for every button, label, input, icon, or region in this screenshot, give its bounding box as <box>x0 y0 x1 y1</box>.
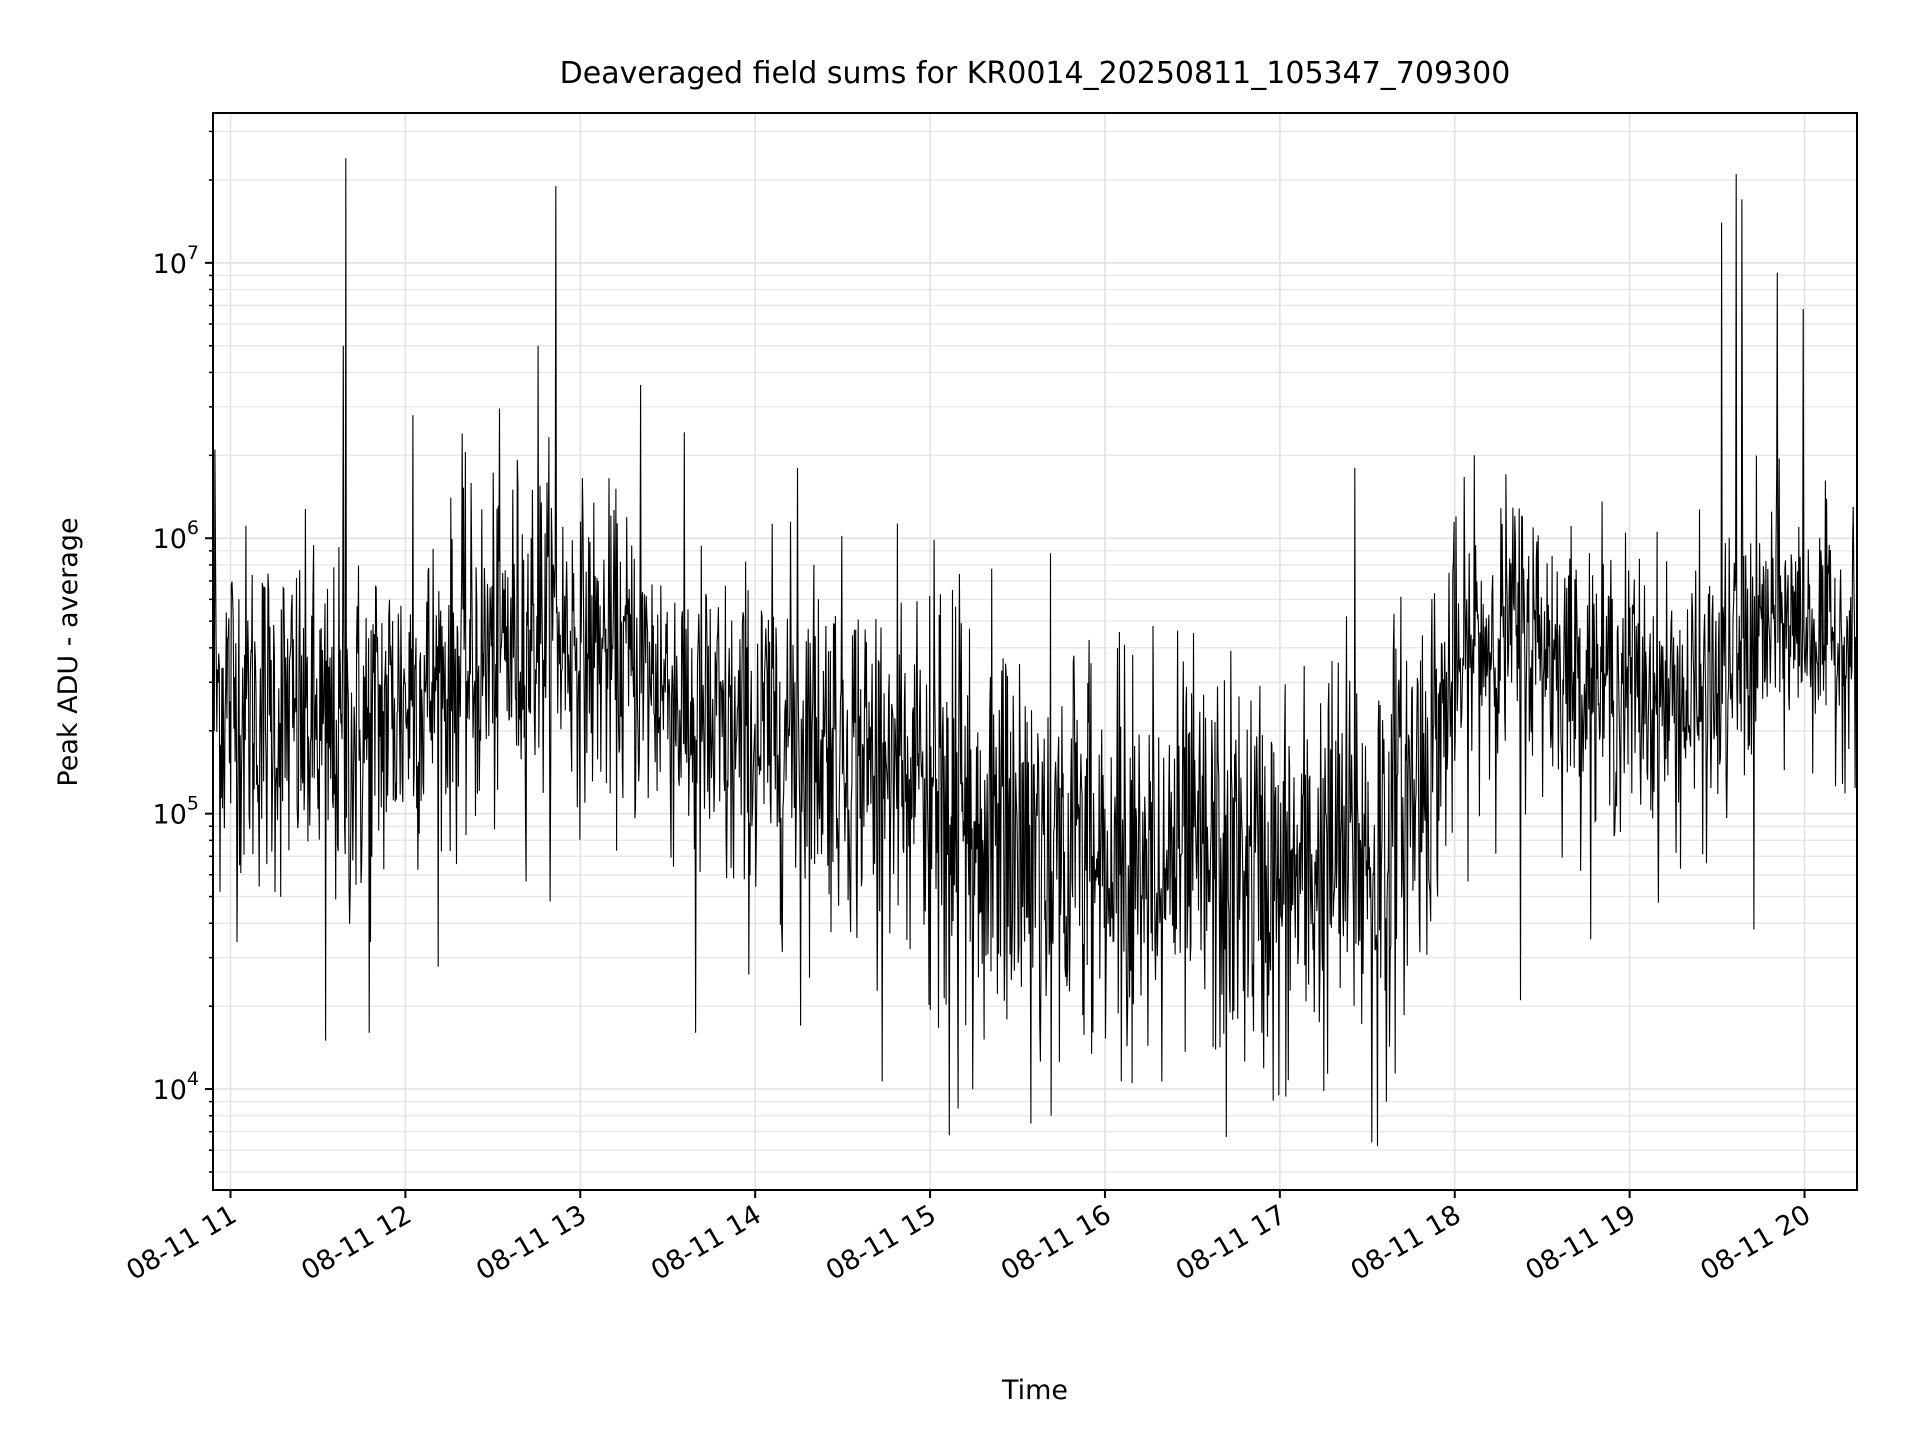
y-tick-label: 107 <box>153 242 199 280</box>
x-tick-label: 08-11 17 <box>1171 1199 1292 1287</box>
x-tick-label: 08-11 20 <box>1695 1199 1816 1287</box>
x-tick-label: 08-11 13 <box>471 1199 592 1287</box>
y-tick-label: 105 <box>153 793 199 831</box>
x-tick-label: 08-11 14 <box>646 1199 767 1287</box>
plot-frame <box>212 112 1858 1191</box>
x-tick-label: 08-11 19 <box>1520 1199 1641 1287</box>
y-tick-label-base: 10 <box>153 800 187 831</box>
y-tick-label: 104 <box>153 1068 199 1106</box>
x-tick-label: 08-11 16 <box>996 1199 1117 1287</box>
x-tick-label: 08-11 18 <box>1346 1199 1467 1287</box>
series-line-layer <box>212 158 1858 1147</box>
y-tick-label-exponent: 5 <box>187 793 199 815</box>
y-tick-label-base: 10 <box>153 1075 187 1106</box>
x-tick-label: 08-11 15 <box>821 1199 942 1287</box>
y-tick-label: 106 <box>153 517 199 555</box>
x-axis-label: Time <box>1001 1375 1068 1406</box>
y-tick-label-exponent: 7 <box>187 242 199 264</box>
y-tick-label-base: 10 <box>153 249 187 280</box>
series-line <box>212 158 1858 1147</box>
chart-title: Deaveraged field sums for KR0014_2025081… <box>560 56 1511 91</box>
y-axis-label: Peak ADU - average <box>53 517 84 786</box>
x-tick-label: 08-11 11 <box>121 1199 242 1287</box>
x-tick-label: 08-11 12 <box>296 1199 417 1287</box>
y-tick-label-base: 10 <box>153 524 187 555</box>
y-tick-label-exponent: 6 <box>187 517 199 539</box>
y-tick-label-exponent: 4 <box>187 1068 199 1090</box>
